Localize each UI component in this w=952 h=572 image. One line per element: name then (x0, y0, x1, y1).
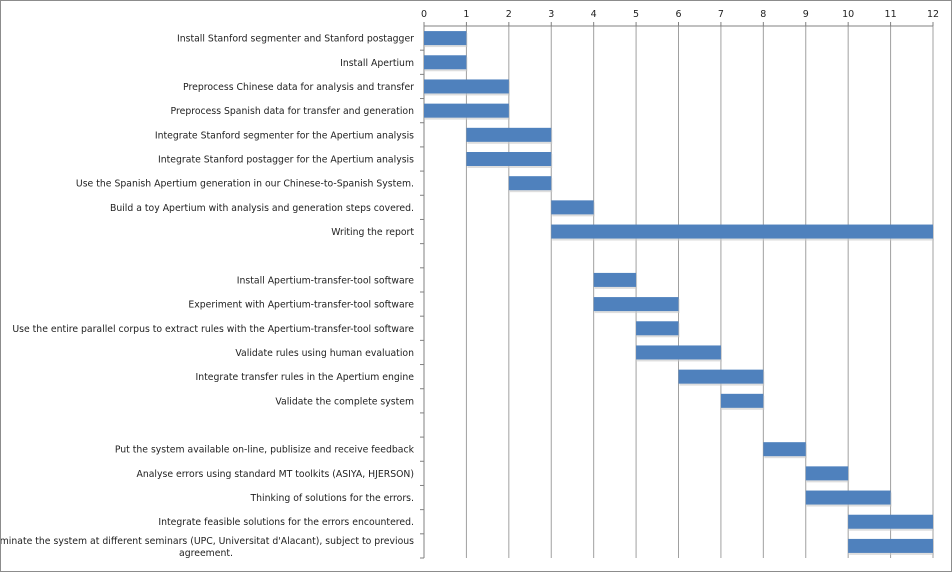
task-label: Use the Spanish Apertium generation in o… (76, 179, 414, 190)
x-tick-label: 1 (463, 9, 469, 20)
task-bar (805, 490, 891, 505)
task-bar (636, 345, 721, 360)
task-label: Put the system available on-line, publis… (115, 445, 415, 456)
x-tick-label: 8 (760, 9, 766, 20)
task-bar (424, 31, 467, 46)
task-label: Install Apertium-transfer-tool software (237, 275, 415, 286)
x-tick-label: 10 (842, 9, 854, 20)
task-bar (848, 514, 933, 529)
task-label: Integrate transfer rules in the Apertium… (195, 372, 414, 383)
task-label: Integrate Stanford segmenter for the Ape… (155, 130, 414, 141)
task-label: Preprocess Spanish data for transfer and… (171, 106, 415, 117)
task-label: Thinking of solutions for the errors. (249, 493, 414, 504)
task-bar (551, 200, 594, 215)
x-tick-label: 4 (591, 9, 597, 20)
x-tick-label: 3 (548, 9, 554, 20)
task-label: Validate rules using human evaluation (235, 348, 414, 359)
task-bar (466, 152, 552, 166)
x-tick-label: 9 (803, 9, 809, 20)
task-label: Install Stanford segmenter and Stanford … (177, 34, 414, 45)
task-label: Build a toy Apertium with analysis and g… (110, 203, 414, 214)
task-bar (424, 79, 509, 94)
task-bar (424, 103, 509, 118)
task-label: Install Apertium (340, 58, 414, 69)
task-label: Validate the complete system (275, 396, 414, 407)
task-label: Use the entire parallel corpus to extrac… (12, 324, 414, 335)
task-bar (593, 272, 637, 287)
task-bar (508, 176, 552, 191)
task-bar (551, 224, 933, 239)
x-tick-label: 2 (506, 9, 512, 20)
task-bar (848, 538, 933, 553)
task-bar (466, 127, 552, 142)
task-bar (636, 321, 679, 336)
task-label: Writing the report (331, 227, 414, 238)
task-label: Disseminate the system at different semi… (1, 536, 414, 547)
task-bar (678, 369, 764, 384)
task-label: Integrate feasible solutions for the err… (158, 517, 414, 528)
task-bar (424, 55, 467, 70)
task-label: Integrate Stanford postagger for the Ape… (158, 155, 414, 166)
task-label: Analyse errors using standard MT toolkit… (136, 469, 414, 480)
task-label: Preprocess Chinese data for analysis and… (183, 82, 414, 93)
task-label: Experiment with Apertium-transfer-tool s… (188, 300, 414, 311)
task-bar (593, 297, 679, 312)
x-tick-label: 5 (633, 9, 639, 20)
task-bar (805, 466, 849, 481)
task-label: agreement. (179, 548, 233, 559)
x-tick-label: 6 (675, 9, 681, 20)
task-bar (720, 393, 764, 408)
x-tick-label: 11 (885, 9, 897, 20)
x-tick-label: 12 (927, 9, 939, 20)
x-tick-label: 7 (718, 9, 724, 20)
x-tick-label: 0 (421, 9, 427, 20)
task-bar (763, 442, 806, 457)
